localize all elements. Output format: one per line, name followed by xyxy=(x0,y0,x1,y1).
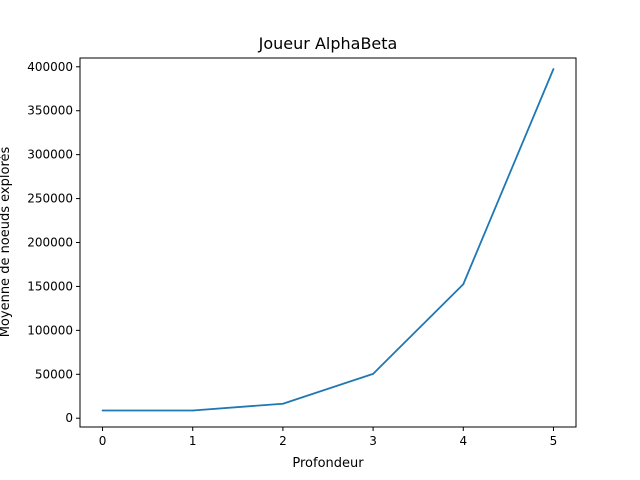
y-tick-label: 150000 xyxy=(27,279,73,293)
chart-title: Joueur AlphaBeta xyxy=(258,34,398,53)
y-tick-label: 250000 xyxy=(27,192,73,206)
x-tick-label: 3 xyxy=(369,434,377,448)
y-tick-label: 0 xyxy=(65,411,73,425)
plot-frame xyxy=(79,57,577,428)
series-layer xyxy=(101,68,555,412)
x-tick-label: 1 xyxy=(189,434,197,448)
series-line xyxy=(102,68,555,412)
y-tick-label: 200000 xyxy=(27,236,73,250)
y-tick-label: 100000 xyxy=(27,323,73,337)
y-tick-label: 300000 xyxy=(27,148,73,162)
y-tick-label: 400000 xyxy=(27,60,73,74)
x-tick-label: 0 xyxy=(99,434,107,448)
data-point xyxy=(552,68,555,70)
data-point xyxy=(282,402,284,405)
x-tick-label: 2 xyxy=(279,434,287,448)
x-axis-label: Profondeur xyxy=(292,456,364,471)
data-point xyxy=(101,409,104,412)
y-tick-label: 350000 xyxy=(27,104,73,118)
x-tick-label: 5 xyxy=(550,434,558,448)
data-point xyxy=(191,409,194,412)
data-point xyxy=(372,372,374,375)
y-axis-label: Moyenne de noeuds explorés xyxy=(0,147,13,338)
x-tick-label: 4 xyxy=(459,434,467,448)
x-axis-ticks: 0 1 2 3 4 5 xyxy=(99,427,558,448)
data-point xyxy=(462,283,465,286)
y-tick-label: 50000 xyxy=(35,367,73,381)
y-axis-ticks: 0 50000 100000 150000 200000 250000 300000 3500… xyxy=(27,60,80,425)
